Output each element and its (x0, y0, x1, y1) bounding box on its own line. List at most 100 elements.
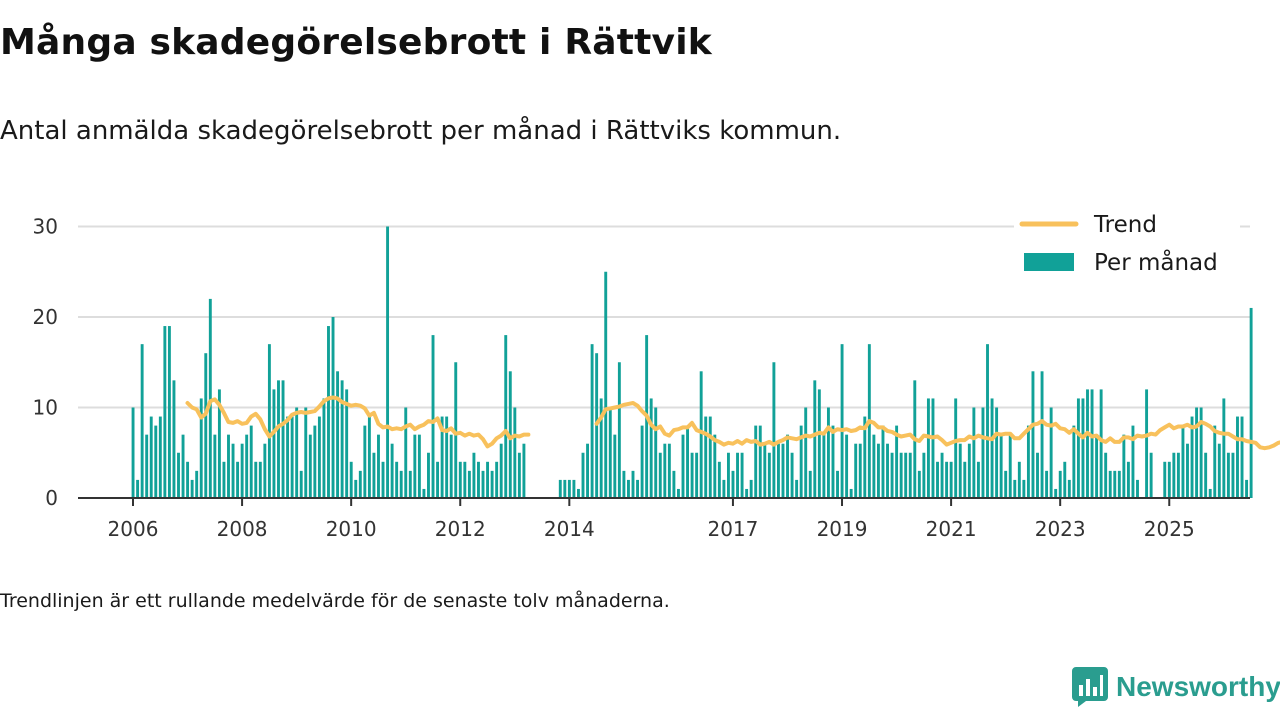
bar-month-227 (1163, 461, 1167, 498)
bar-month-75 (472, 452, 476, 498)
bar-month-126 (704, 416, 708, 498)
bar-month-117 (663, 443, 667, 498)
axes: 0 10 20 30 2006 2008 2010 2012 2014 2017 2019 2021 2… (33, 215, 1250, 541)
bar-month-196 (1022, 479, 1026, 498)
bar-month-236 (1204, 452, 1208, 498)
bar-month-180 (949, 461, 953, 498)
bar-month-60 (404, 407, 408, 498)
bar-month-28 (258, 461, 262, 498)
bar-month-209 (1081, 398, 1085, 498)
bar-month-228 (1167, 461, 1171, 498)
bar-month-26 (249, 425, 253, 498)
bar-month-79 (490, 470, 494, 498)
bar-month-143 (781, 443, 785, 498)
bar-month-204 (1058, 470, 1062, 498)
bar-month-177 (936, 461, 939, 498)
bar-month-238 (1213, 425, 1217, 498)
bar-month-39 (308, 434, 312, 498)
bar-month-98 (577, 488, 580, 498)
bar-month-73 (463, 461, 467, 498)
bar-month-145 (790, 452, 794, 498)
bar-month-78 (486, 461, 490, 498)
bar-month-144 (786, 434, 789, 498)
bar-month-4 (149, 416, 153, 498)
bar-month-11 (181, 434, 185, 498)
bar-month-104 (604, 271, 608, 498)
x-tick-label-2023: 2023 (1035, 517, 1086, 541)
bar-month-206 (1067, 479, 1071, 498)
bar-month-27 (254, 461, 258, 498)
bar-month-218 (1122, 434, 1126, 498)
bar-month-121 (681, 434, 685, 498)
bar-month-68 (440, 416, 444, 498)
bar-month-171 (908, 452, 912, 498)
bar-month-16 (204, 353, 208, 498)
bar-month-141 (772, 362, 776, 498)
bar-month-237 (1208, 488, 1212, 498)
bar-month-195 (1017, 461, 1021, 498)
bar-month-148 (804, 407, 808, 498)
bar-month-112 (640, 425, 644, 498)
bar-month-155 (836, 470, 839, 498)
bar-month-38 (304, 407, 308, 498)
bar-month-192 (1004, 470, 1008, 498)
bar-month-170 (904, 452, 908, 498)
bar-month-200 (1040, 371, 1044, 498)
bar-month-220 (1131, 425, 1135, 498)
x-tick-label-2010: 2010 (326, 517, 377, 541)
bar-month-74 (467, 470, 471, 498)
bar-month-30 (267, 344, 271, 498)
bar-month-154 (831, 425, 835, 498)
bar-month-120 (677, 488, 680, 498)
bar-month-8 (167, 326, 171, 498)
bar-month-70 (449, 434, 453, 498)
trend-line-segment-0 (185, 395, 531, 449)
bar-month-54 (377, 434, 380, 498)
bar-chart-logo-icon (1072, 667, 1108, 707)
bar-month-212 (1095, 434, 1099, 498)
bar-month-208 (1076, 398, 1080, 498)
bar-month-231 (1181, 425, 1185, 498)
trend-line-group (185, 395, 1280, 451)
bar-month-63 (417, 434, 421, 498)
chart-title: Många skadegörelsebrott i Rättvik (0, 22, 712, 63)
bar-month-2 (140, 344, 144, 498)
footnote: Trendlinjen är ett rullande medelvärde f… (0, 590, 670, 612)
bar-month-229 (1172, 452, 1176, 498)
bar-month-163 (872, 434, 876, 498)
bar-month-211 (1090, 389, 1094, 498)
bar-month-34 (286, 416, 290, 498)
bar-month-9 (172, 380, 176, 498)
bar-month-18 (213, 434, 217, 498)
bar-month-132 (731, 470, 735, 498)
bar-month-128 (713, 434, 717, 498)
bar-month-175 (926, 398, 930, 498)
bar-month-173 (917, 470, 921, 498)
bar-month-230 (1176, 452, 1180, 498)
bar-month-142 (776, 443, 780, 498)
bar-month-197 (1026, 425, 1030, 498)
bar-month-110 (631, 470, 635, 498)
bar-month-216 (1113, 470, 1117, 498)
bar-month-109 (627, 479, 630, 498)
bar-month-179 (945, 461, 949, 498)
legend-swatch-per-manad (1024, 253, 1074, 271)
bar-month-85 (517, 452, 521, 498)
bar-month-205 (1063, 461, 1067, 498)
bar-month-234 (1195, 407, 1199, 498)
bar-month-193 (1008, 434, 1012, 498)
bar-month-6 (158, 416, 162, 498)
bar-month-149 (808, 470, 812, 498)
bar-month-50 (358, 470, 362, 498)
bar-month-23 (236, 461, 240, 498)
bar-month-41 (317, 416, 321, 498)
bar-month-130 (722, 479, 726, 498)
bar-month-202 (1049, 407, 1053, 498)
bar-month-31 (272, 389, 276, 498)
bar-month-240 (1222, 398, 1226, 498)
bar-month-66 (431, 335, 435, 498)
bar-month-42 (322, 398, 326, 498)
bar-month-133 (736, 452, 739, 498)
bar-month-45 (336, 371, 340, 498)
bar-month-107 (617, 362, 621, 498)
